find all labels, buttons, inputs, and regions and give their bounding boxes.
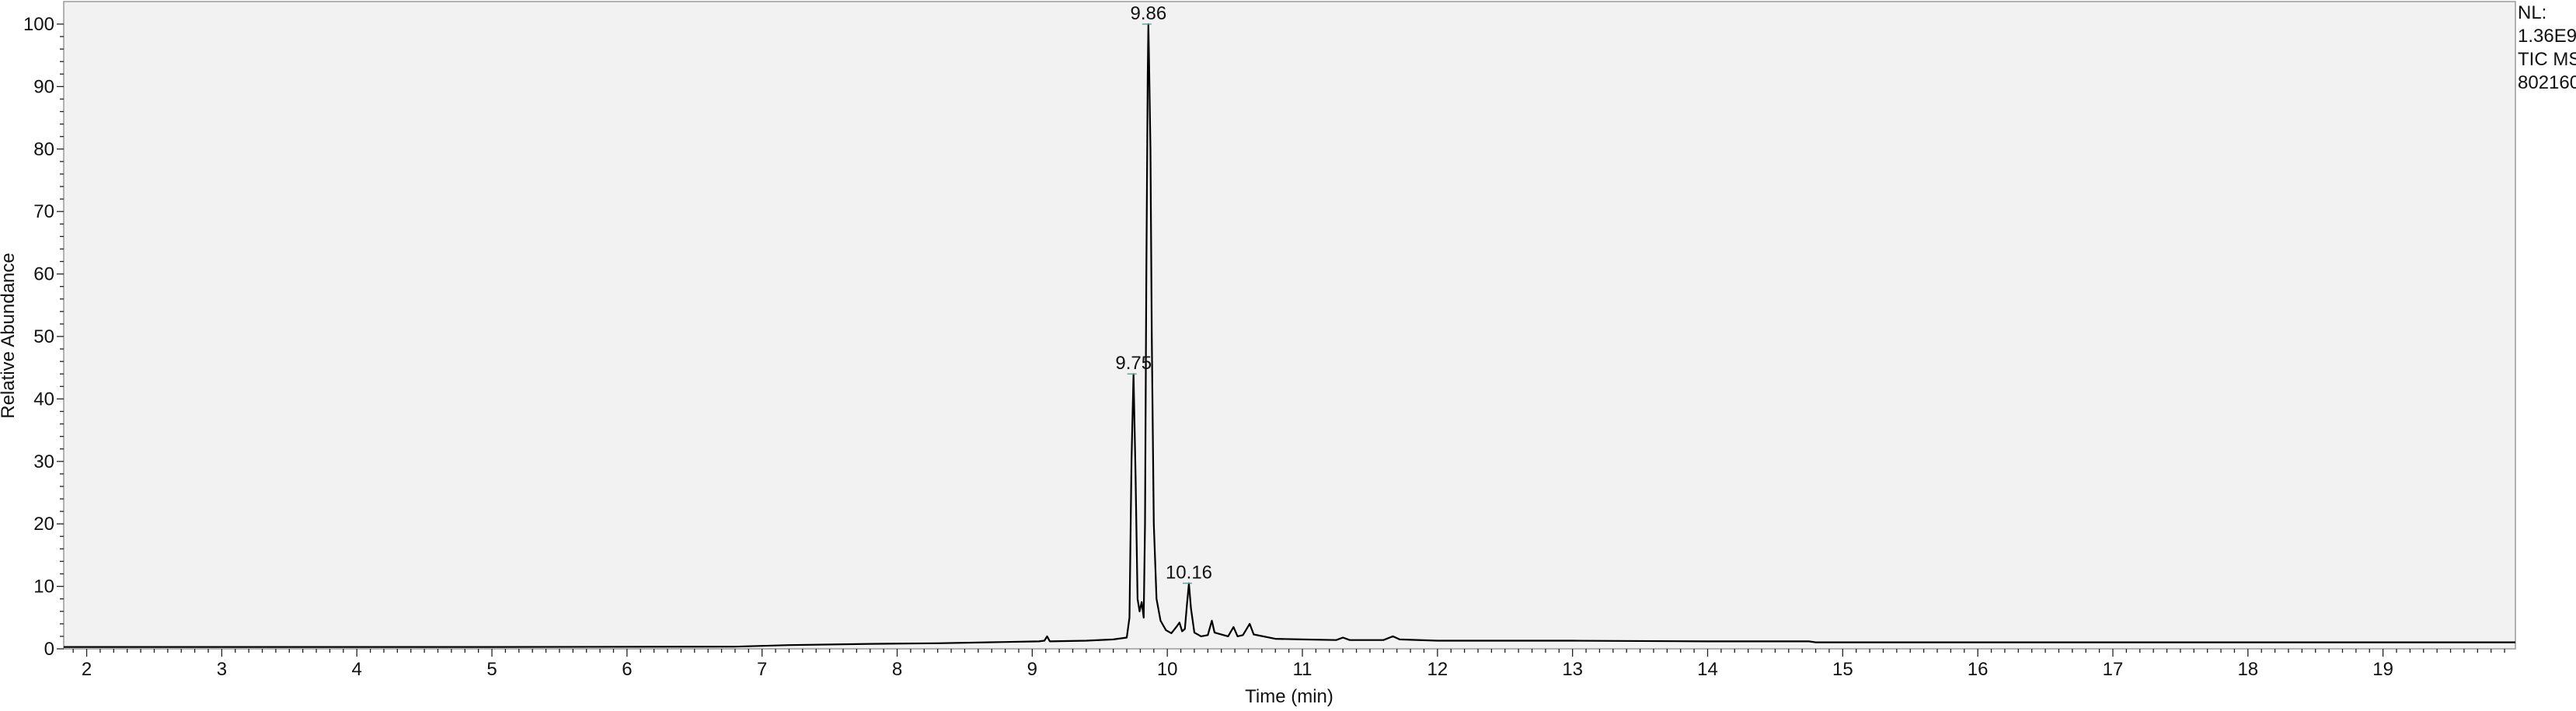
x-tick-label: 4	[352, 659, 362, 680]
side-label: 802160	[2518, 72, 2576, 93]
y-tick-label: 40	[33, 389, 54, 410]
y-tick-label: 70	[33, 201, 54, 222]
x-tick-label: 18	[2237, 659, 2258, 680]
side-label: TIC MS	[2518, 49, 2576, 70]
x-tick-label: 3	[217, 659, 227, 680]
y-axis-title: Relative Abundance	[0, 253, 19, 419]
x-tick-label: 2	[82, 659, 92, 680]
x-tick-label: 12	[1427, 659, 1448, 680]
peak-labels: 9.86 9.75 10.16	[1115, 3, 1212, 584]
y-tick-label: 60	[33, 264, 54, 285]
y-tick-label: 50	[33, 326, 54, 347]
x-tick-label: 19	[2372, 659, 2393, 680]
x-axis: 2 3 4 5 6 7 8 9 10 11 12 13 14 15 16 17 18 19	[72, 649, 2505, 680]
peak-label: 9.75	[1115, 353, 1152, 374]
x-tick-label: 5	[486, 659, 497, 680]
y-tick-label: 20	[33, 514, 54, 535]
x-tick-label: 15	[1832, 659, 1853, 680]
x-tick-label: 7	[757, 659, 767, 680]
y-axis: 0 10 20 30 40 50 60 70 80 90 100	[23, 14, 64, 660]
x-tick-label: 8	[892, 659, 902, 680]
y-tick-label: 30	[33, 451, 54, 472]
x-tick-label: 16	[1968, 659, 1989, 680]
y-tick-label: 80	[33, 139, 54, 160]
side-label: NL:	[2518, 2, 2546, 23]
y-tick-label: 90	[33, 76, 54, 97]
y-tick-label: 10	[33, 577, 54, 598]
y-tick-label: 0	[44, 639, 54, 660]
x-tick-label: 17	[2103, 659, 2124, 680]
x-tick-label: 11	[1293, 659, 1312, 680]
x-tick-label: 9	[1027, 659, 1037, 680]
x-tick-label: 10	[1157, 659, 1178, 680]
peak-label: 9.86	[1130, 3, 1166, 24]
series-line-tic	[64, 23, 2515, 648]
x-tick-label: 13	[1562, 659, 1583, 680]
x-axis-title: Time (min)	[1245, 686, 1333, 707]
side-label: 1.36E9	[2518, 26, 2576, 47]
x-tick-label: 14	[1697, 659, 1718, 680]
x-tick-label: 6	[622, 659, 632, 680]
plot-area	[63, 1, 2516, 650]
y-tick-label: 100	[23, 14, 54, 35]
peak-label: 10.16	[1166, 563, 1212, 584]
